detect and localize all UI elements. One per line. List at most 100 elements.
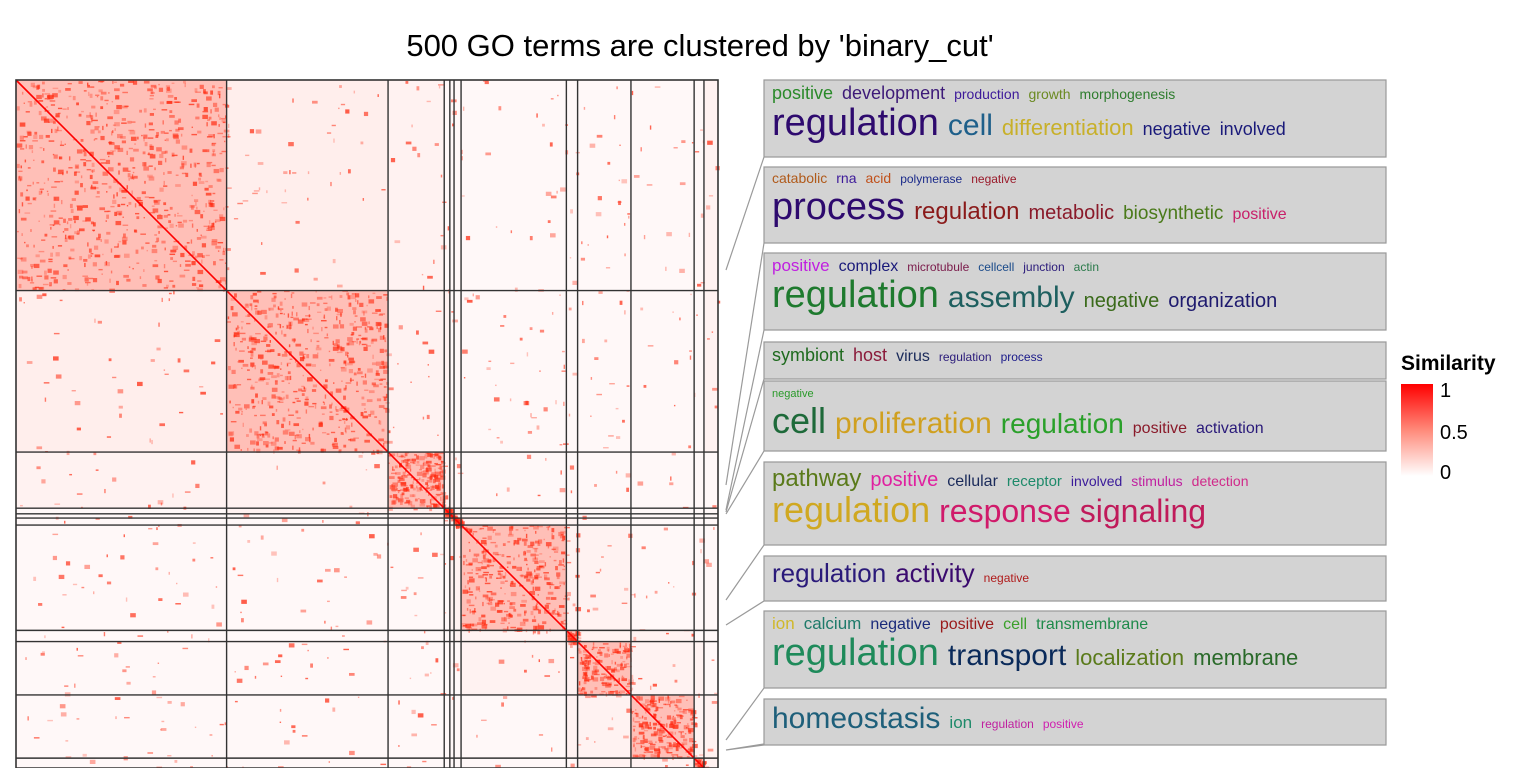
- heatmap-cell: [526, 352, 529, 357]
- heatmap-cell: [671, 452, 676, 456]
- heatmap-cell: [284, 298, 286, 300]
- heatmap-cell: [552, 546, 559, 551]
- heatmap-cell: [261, 400, 263, 405]
- word-cloud-box: [725, 341, 1387, 513]
- heatmap-cell: [597, 651, 602, 655]
- heatmap-cell: [606, 665, 611, 671]
- heatmap-cell: [271, 394, 276, 399]
- heatmap-cell: [441, 475, 443, 478]
- heatmap-cell: [52, 121, 56, 125]
- heatmap-cell: [380, 378, 386, 380]
- heatmap-cell: [653, 714, 657, 716]
- heatmap-cell: [469, 578, 475, 583]
- heatmap-cell: [238, 407, 243, 411]
- heatmap-cell: [450, 517, 454, 522]
- heatmap-cell: [665, 734, 667, 737]
- heatmap-cell: [610, 690, 616, 693]
- heatmap-cell: [707, 140, 713, 145]
- heatmap-cell: [348, 672, 355, 676]
- heatmap-cell: [36, 275, 43, 277]
- heatmap-cell: [347, 362, 353, 366]
- heatmap-cell: [392, 466, 394, 471]
- heatmap-cell: [561, 350, 565, 353]
- heatmap-cell: [250, 352, 254, 357]
- cloud-word: cellular: [947, 473, 998, 490]
- heatmap-cell: [548, 525, 551, 528]
- heatmap-cell: [439, 475, 446, 480]
- heatmap-cell: [289, 170, 291, 175]
- heatmap-cell: [419, 487, 423, 490]
- heatmap-cell: [158, 231, 160, 234]
- heatmap-cell: [547, 591, 554, 595]
- heatmap-cell: [672, 715, 675, 718]
- heatmap-cell: [489, 564, 494, 567]
- heatmap-cell: [322, 481, 326, 485]
- heatmap-cell: [280, 362, 283, 365]
- heatmap-cell: [134, 230, 138, 233]
- heatmap-cell: [371, 451, 376, 455]
- heatmap-cell: [461, 156, 463, 161]
- cloud-word: negative: [772, 388, 814, 400]
- heatmap-cell: [247, 313, 251, 317]
- heatmap-cell: [175, 582, 178, 585]
- heatmap-cell: [172, 493, 174, 498]
- heatmap-cell: [356, 339, 358, 344]
- heatmap-cell: [464, 528, 470, 530]
- heatmap-cell: [624, 310, 626, 315]
- heatmap-cell: [654, 748, 660, 752]
- heatmap-cell: [526, 571, 532, 576]
- heatmap-cell: [322, 520, 324, 523]
- heatmap-cell: [94, 254, 101, 258]
- heatmap-cell: [163, 270, 169, 273]
- heatmap-cell: [159, 153, 164, 159]
- heatmap-cell: [324, 326, 328, 329]
- heatmap-cell: [608, 683, 611, 685]
- heatmap-cell: [545, 596, 551, 600]
- heatmap-cell: [55, 252, 60, 257]
- heatmap-cell: [234, 444, 241, 449]
- heatmap-cell: [148, 165, 153, 167]
- heatmap-cell: [255, 310, 260, 315]
- heatmap-cell: [288, 344, 291, 348]
- heatmap-cell: [234, 384, 236, 389]
- heatmap-cell: [450, 555, 455, 561]
- heatmap-cell: [604, 653, 609, 658]
- heatmap-cell: [690, 749, 695, 753]
- heatmap-cell: [552, 610, 556, 612]
- heatmap-cell: [76, 427, 81, 431]
- heatmap-cell: [210, 225, 215, 231]
- heatmap-cell: [483, 571, 489, 574]
- heatmap-cell: [498, 106, 502, 111]
- heatmap-cell: [343, 409, 348, 413]
- heatmap-cell: [699, 538, 705, 543]
- heatmap-cell: [347, 352, 349, 354]
- heatmap-cell: [117, 641, 122, 644]
- heatmap-cell: [179, 166, 184, 170]
- heatmap-cell: [621, 602, 628, 605]
- heatmap-cell: [589, 143, 596, 148]
- heatmap-cell: [292, 305, 294, 309]
- heatmap-cell: [500, 325, 505, 327]
- heatmap-cell: [582, 687, 586, 691]
- heatmap-cell: [169, 253, 176, 256]
- heatmap-cell: [213, 168, 220, 174]
- heatmap-cell: [75, 171, 78, 173]
- word-cloud-line: ion calcium negative positive cell transmembr…: [772, 615, 1382, 634]
- heatmap-cell: [26, 244, 29, 248]
- heatmap-cell: [490, 598, 492, 603]
- heatmap-cell: [401, 459, 404, 463]
- heatmap-cell: [623, 735, 629, 739]
- heatmap-cell: [27, 276, 31, 282]
- heatmap-cell: [463, 377, 466, 379]
- heatmap-cell: [674, 704, 678, 706]
- heatmap-cell: [276, 465, 278, 470]
- heatmap-block: [694, 641, 704, 695]
- heatmap-cell: [652, 683, 657, 687]
- heatmap-cell: [235, 410, 240, 414]
- heatmap-cell: [301, 643, 308, 646]
- heatmap-cell: [219, 152, 223, 155]
- heatmap-cell: [595, 212, 602, 217]
- heatmap-cell: [699, 754, 704, 756]
- heatmap-cell: [426, 482, 429, 488]
- heatmap-cell: [563, 582, 565, 586]
